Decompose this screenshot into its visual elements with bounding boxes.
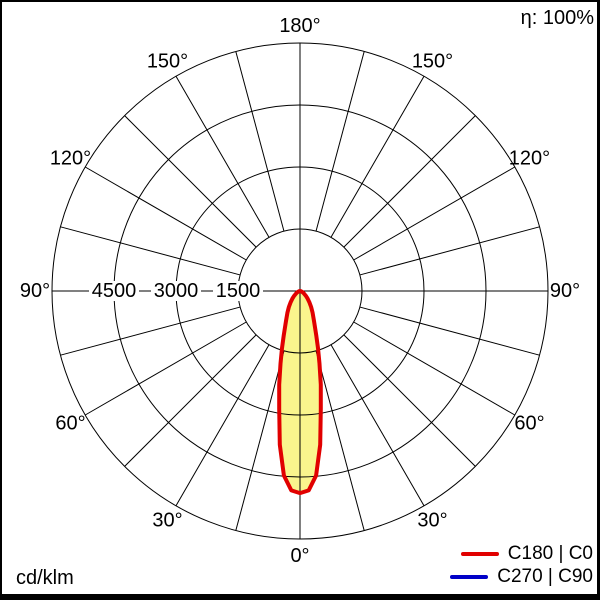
polar-grid (51, 42, 549, 540)
legend-label-c270-c90: C270 | C90 (497, 566, 593, 587)
angle-label-120: 120° (50, 148, 91, 170)
legend-line-blue-icon (450, 575, 489, 579)
radial-label-1500: 1500 (216, 280, 261, 302)
angle-label-0: 0° (290, 545, 309, 567)
intensity-curve-c180-c0 (277, 289, 323, 496)
legend-item-c180-c0: C180 | C0 (460, 543, 593, 564)
legend-line-red-icon (460, 552, 499, 556)
unit-label: cd/klm (16, 567, 74, 589)
angle-label-90: 90° (550, 280, 580, 302)
angle-label-150: 150° (412, 51, 453, 73)
angle-label-30: 30° (417, 509, 447, 531)
angle-label-60: 60° (55, 413, 85, 435)
radial-label-3000: 3000 (154, 280, 199, 302)
angle-label-30: 30° (152, 509, 182, 531)
radial-label-4500: 4500 (92, 280, 137, 302)
efficiency-label: η: 100% (520, 7, 594, 29)
frame-border-top (0, 0, 600, 2)
frame-border-bottom (0, 594, 600, 600)
frame-border-left (0, 0, 2, 600)
angle-labels: 0° 30° 30° 60° 60° 90° 90° 120° 120° 150° 150° 180° (20, 15, 580, 567)
angle-label-90: 90° (20, 280, 50, 302)
angle-label-120: 120° (509, 148, 550, 170)
legend-label-c180-c0: C180 | C0 (507, 543, 593, 564)
legend: C180 | C0 C270 | C90 (450, 544, 593, 587)
angle-label-150: 150° (147, 51, 188, 73)
radial-axis-labels: 4500 3000 1500 (89, 280, 263, 302)
angle-label-180: 180° (279, 15, 320, 37)
legend-item-c270-c90: C270 | C90 (450, 567, 593, 587)
frame-border-right (597, 0, 600, 600)
angle-label-60: 60° (514, 413, 544, 435)
